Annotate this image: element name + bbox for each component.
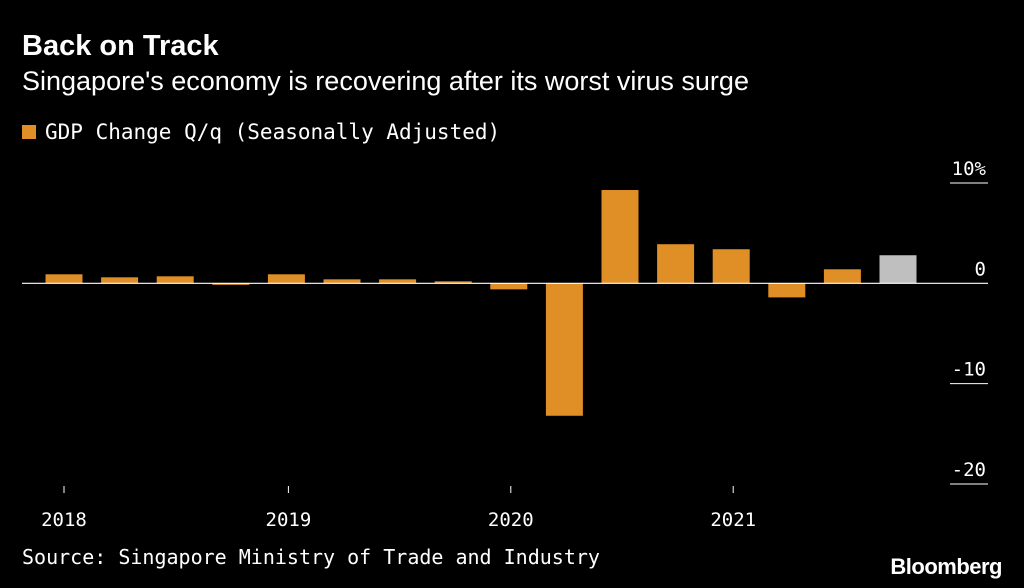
bar <box>323 279 361 284</box>
bar <box>601 190 639 284</box>
x-tick-label: 2020 <box>488 509 534 531</box>
bar <box>490 283 528 290</box>
legend-swatch <box>22 125 36 139</box>
bar <box>156 276 194 284</box>
bar <box>879 255 917 284</box>
bar <box>768 283 806 298</box>
bar <box>45 274 83 284</box>
x-tick-label: 2018 <box>41 509 87 531</box>
chart-title: Back on Track <box>22 30 219 62</box>
bar <box>101 277 139 284</box>
source-note: Source: Singapore Ministry of Trade and … <box>22 545 600 569</box>
legend-label: GDP Change Q/q (Seasonally Adjusted) <box>45 120 501 144</box>
y-tick-label: -20 <box>952 459 986 481</box>
bar <box>434 281 472 284</box>
x-tick-label: 2019 <box>266 509 312 531</box>
y-tick-label: -10 <box>952 359 986 381</box>
bar <box>657 244 695 284</box>
chart-subtitle: Singapore's economy is recovering after … <box>22 66 749 96</box>
x-tick-label: 2021 <box>710 509 756 531</box>
bar <box>545 283 583 416</box>
bar <box>212 283 250 285</box>
bar <box>379 279 417 284</box>
brand-logo: Bloomberg <box>890 554 1002 579</box>
bar <box>267 274 305 284</box>
bar <box>712 249 750 284</box>
legend: GDP Change Q/q (Seasonally Adjusted) <box>22 120 500 144</box>
y-tick-label: 10% <box>952 158 987 180</box>
bar <box>823 269 861 284</box>
y-tick-label: 0 <box>975 258 986 280</box>
